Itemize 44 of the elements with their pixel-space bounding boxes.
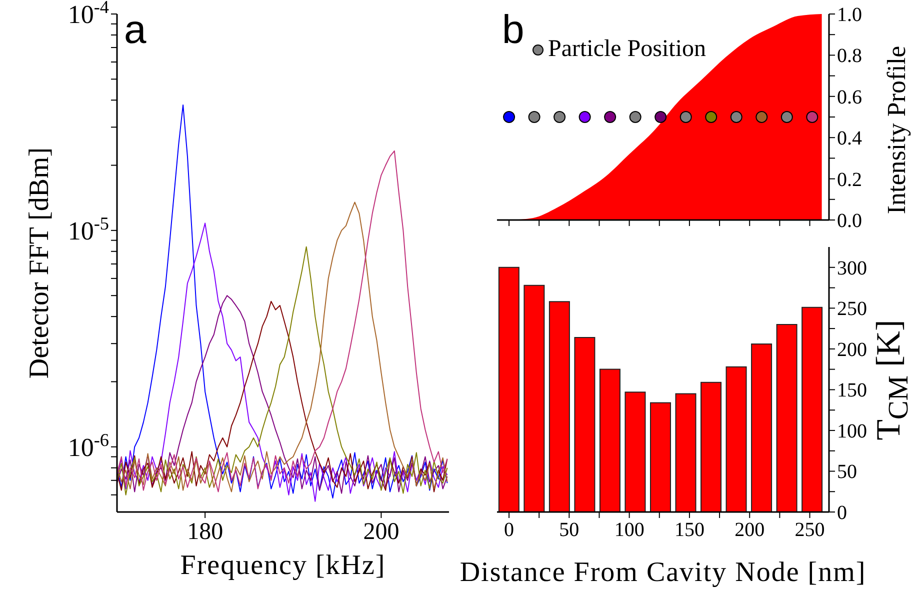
- bar: [751, 344, 772, 512]
- bar: [548, 301, 570, 512]
- y-tick-label: 0: [837, 502, 847, 524]
- y-tick-label: 1.0: [837, 4, 862, 26]
- y-tick-label: 10$^{-6}$: [68, 430, 109, 462]
- y-tick-label: 0.4: [837, 128, 862, 150]
- y-tick-label: 200: [837, 338, 867, 361]
- x-tick-label: 200: [734, 519, 765, 541]
- y-tick-label: 100: [837, 420, 867, 442]
- y-tick-label: 50: [837, 461, 857, 484]
- x-tick-label: 250: [794, 519, 825, 541]
- x-tick-label: 200: [363, 519, 400, 546]
- y-tick-label: 0.6: [837, 86, 862, 108]
- bar: [802, 306, 823, 512]
- y-tick-label: 0.8: [837, 45, 862, 68]
- bar: [700, 382, 722, 512]
- annotation: b: [502, 8, 524, 52]
- bar: [726, 366, 747, 512]
- x-axis-title: Distance From Cavity Node [nm]: [460, 557, 866, 589]
- y-tick-label: 0.0: [837, 210, 862, 232]
- bar: [650, 402, 671, 512]
- bar: [599, 368, 620, 512]
- y-axis-title: Detector FFT [dBm]: [24, 147, 56, 379]
- x-tick-label: 100: [614, 519, 644, 541]
- y-tick-label: 0.2: [837, 168, 862, 191]
- annotation: a: [124, 8, 146, 52]
- x-tick-label: 180: [187, 519, 224, 546]
- bar: [498, 266, 520, 512]
- y-axis-title: Intensity Profile: [882, 46, 912, 214]
- legend-label: Particle Position: [548, 36, 706, 63]
- y-tick-label: 250: [837, 298, 867, 320]
- bar: [574, 337, 596, 512]
- y-tick-label: 10$^{-4}$: [68, 0, 109, 30]
- bar: [524, 284, 545, 512]
- x-tick-label: 0: [504, 519, 514, 541]
- y-tick-label: 300: [837, 257, 867, 280]
- bar: [776, 324, 798, 512]
- y-tick-label: 10$^{-5}$: [68, 214, 109, 246]
- x-tick-label: 50: [559, 519, 580, 541]
- bar: [675, 393, 696, 512]
- y-tick-label: 150: [837, 380, 867, 402]
- x-axis-title: Frequency [kHz]: [180, 550, 386, 582]
- x-tick-label: 150: [674, 519, 704, 541]
- bar: [624, 392, 646, 512]
